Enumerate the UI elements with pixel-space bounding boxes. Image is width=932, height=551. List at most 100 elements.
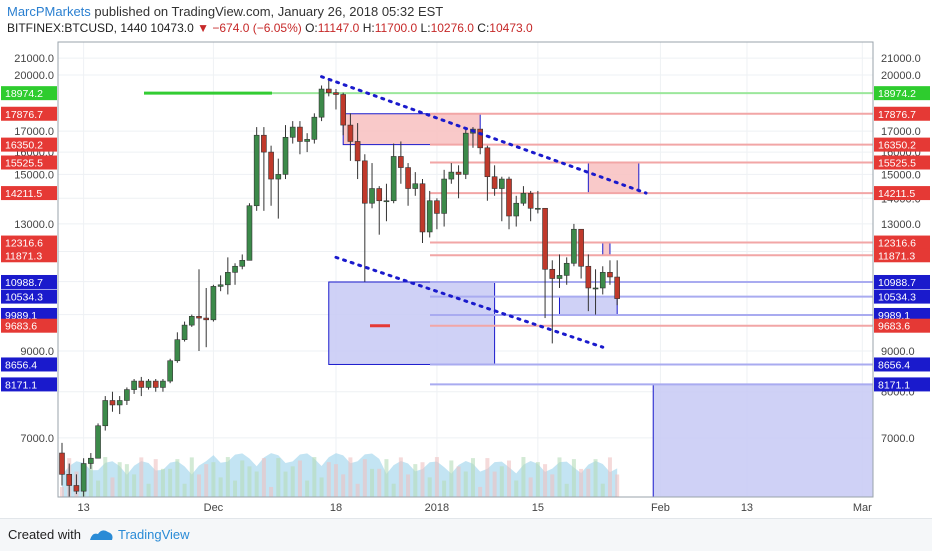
x-tick-label: 2018 bbox=[425, 502, 449, 514]
price-label-box bbox=[1, 274, 57, 289]
blue-zone bbox=[328, 281, 496, 365]
candle-body bbox=[160, 380, 166, 388]
volume-bar bbox=[478, 486, 483, 497]
volume-bar bbox=[182, 483, 187, 497]
volume-bar bbox=[276, 458, 281, 497]
volume-bar bbox=[406, 474, 411, 497]
candle-body bbox=[563, 262, 570, 276]
price-label: 9683.6 bbox=[5, 321, 37, 333]
volume-bar bbox=[564, 483, 569, 497]
volume-bar bbox=[297, 460, 302, 497]
candle-body bbox=[369, 188, 375, 204]
volume-bar bbox=[247, 466, 252, 497]
volume-shape bbox=[62, 453, 618, 497]
candle-body bbox=[499, 178, 505, 189]
price-label-box bbox=[874, 377, 930, 392]
candle-body bbox=[282, 136, 289, 175]
volume-bar bbox=[341, 474, 346, 497]
candle-body bbox=[88, 457, 94, 464]
volume-bar bbox=[528, 477, 533, 497]
volume-bar bbox=[305, 480, 310, 497]
price-label-box bbox=[874, 289, 930, 304]
price-label-box bbox=[1, 137, 57, 152]
candle-body bbox=[491, 176, 498, 189]
price-label: 16350.2 bbox=[878, 140, 916, 152]
candle-body bbox=[462, 132, 469, 175]
price-label-box bbox=[874, 318, 930, 333]
price-label-box bbox=[1, 106, 57, 121]
volume-bar bbox=[543, 464, 548, 497]
candle-body bbox=[325, 88, 332, 93]
blue-zone bbox=[652, 383, 874, 498]
author-link[interactable]: MarcPMarkets bbox=[7, 4, 91, 19]
candle-body bbox=[217, 284, 224, 287]
price-label-box bbox=[1, 248, 57, 263]
volume-bar bbox=[600, 483, 605, 497]
price-label: 18974.2 bbox=[5, 88, 43, 100]
candle-body bbox=[138, 380, 145, 388]
volume-bar bbox=[312, 457, 317, 497]
price-label: 12316.6 bbox=[5, 238, 43, 250]
candle-body bbox=[448, 171, 455, 180]
candle-body bbox=[289, 126, 296, 138]
price-label-box bbox=[1, 289, 57, 304]
volume-bar bbox=[355, 483, 360, 497]
candle-body bbox=[390, 156, 397, 202]
volume-bar bbox=[88, 460, 93, 497]
volume-bar bbox=[377, 468, 382, 497]
chart-header: MarcPMarkets published on TradingView.co… bbox=[0, 0, 932, 40]
volume-bar bbox=[168, 468, 173, 497]
candle-body bbox=[59, 452, 65, 475]
volume-bar bbox=[319, 477, 324, 497]
volume-bar bbox=[124, 464, 129, 497]
volume-bar bbox=[60, 487, 64, 497]
tradingview-logo-icon[interactable] bbox=[88, 528, 114, 542]
volume-bar bbox=[160, 468, 165, 497]
price-label: 15525.5 bbox=[878, 158, 916, 170]
volume-bar bbox=[211, 462, 216, 497]
published-text: published on TradingView.com, January 26… bbox=[94, 4, 444, 19]
price-label: 12316.6 bbox=[878, 238, 916, 250]
volume-bar bbox=[607, 457, 612, 497]
volume-bar bbox=[204, 464, 209, 497]
candle-body bbox=[102, 400, 109, 427]
candle-body bbox=[362, 160, 368, 204]
volume-bar bbox=[535, 462, 540, 497]
candle-body bbox=[535, 207, 541, 210]
red-zone bbox=[602, 242, 611, 256]
candle-body bbox=[383, 200, 390, 203]
candle-body bbox=[196, 316, 202, 319]
price-label: 8171.1 bbox=[878, 379, 910, 391]
candle-body bbox=[73, 485, 80, 492]
volume-bar bbox=[290, 466, 295, 497]
y-tick-label-left: 13000.0 bbox=[14, 219, 54, 231]
candles bbox=[59, 78, 620, 497]
price-labels: 18974.2 18974.2 17876.7 17876.7 16350.2 16350… bbox=[1, 86, 930, 392]
volume-bar bbox=[550, 474, 555, 497]
volume-bar bbox=[189, 457, 194, 497]
candle-body bbox=[578, 228, 584, 267]
trendlines bbox=[320, 75, 648, 349]
volume-bar bbox=[333, 464, 338, 497]
candle-body bbox=[455, 171, 462, 175]
candle-body bbox=[419, 183, 426, 233]
price-label: 17876.7 bbox=[878, 109, 916, 121]
close-value: 10473.0 bbox=[489, 21, 533, 35]
price-label: 10534.3 bbox=[878, 292, 916, 304]
price-label: 8656.4 bbox=[878, 359, 910, 371]
tradingview-link[interactable]: TradingView bbox=[118, 527, 190, 542]
candle-body bbox=[268, 151, 274, 180]
candle-body bbox=[261, 134, 267, 153]
candle-body bbox=[66, 474, 73, 486]
footer: Created with TradingView bbox=[0, 518, 932, 551]
price-label: 16350.2 bbox=[5, 140, 43, 152]
volume-bar bbox=[254, 471, 259, 497]
dotted-trendline bbox=[320, 75, 648, 195]
candle-body bbox=[253, 134, 260, 207]
candle-body bbox=[592, 287, 599, 290]
candle-body bbox=[585, 265, 592, 289]
candle-body bbox=[174, 339, 181, 362]
candlestick-chart[interactable]: 7000.08000.09000.010000.011000.012000.01… bbox=[0, 0, 932, 518]
created-with-text: Created with bbox=[8, 527, 81, 542]
candle-body bbox=[95, 425, 101, 459]
